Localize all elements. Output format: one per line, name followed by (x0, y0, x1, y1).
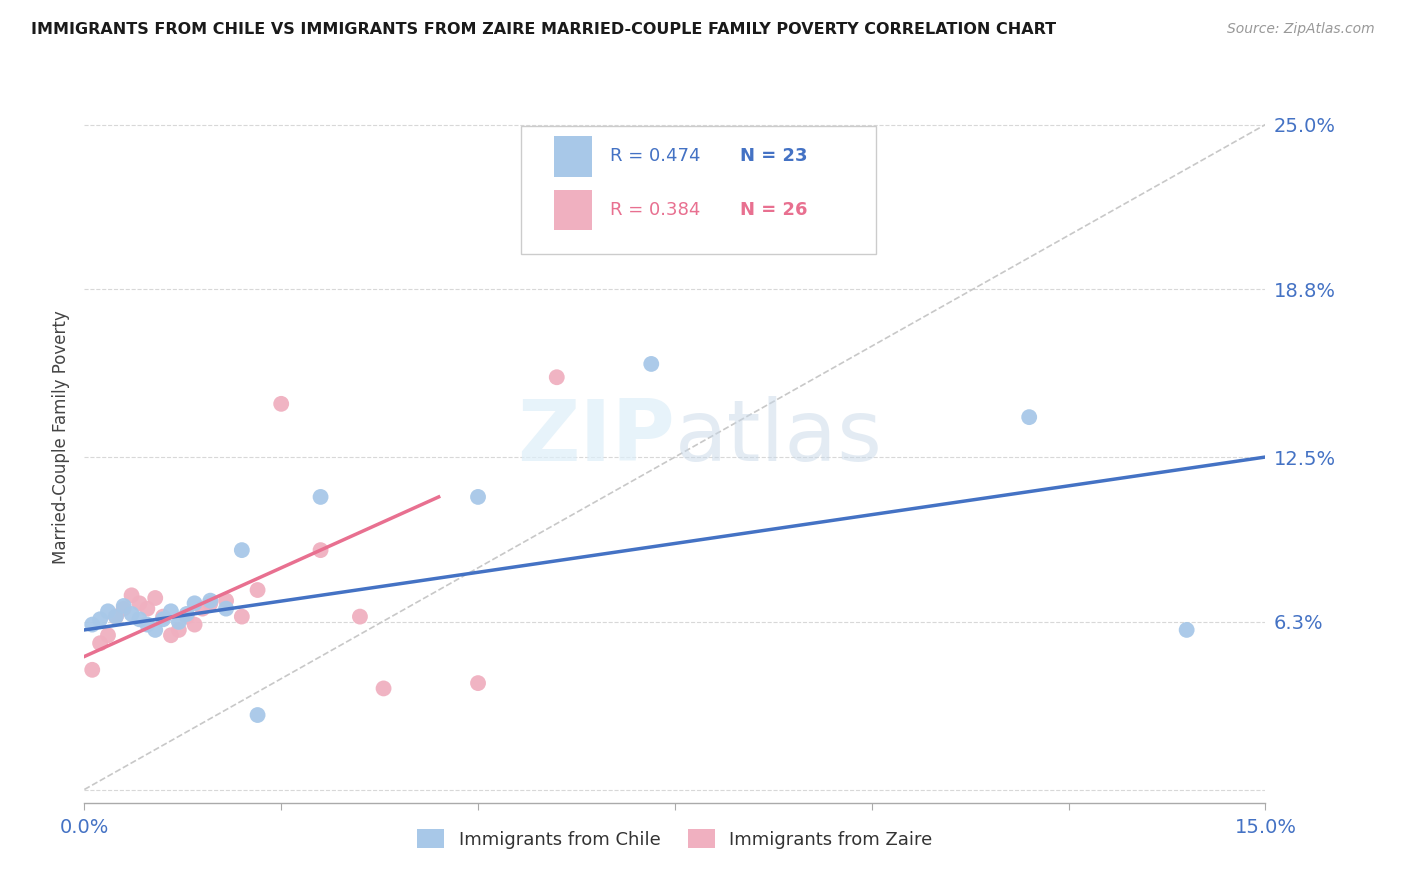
Text: IMMIGRANTS FROM CHILE VS IMMIGRANTS FROM ZAIRE MARRIED-COUPLE FAMILY POVERTY COR: IMMIGRANTS FROM CHILE VS IMMIGRANTS FROM… (31, 22, 1056, 37)
Point (167, 615, 190, 629)
Text: Source: ZipAtlas.com: Source: ZipAtlas.com (1227, 22, 1375, 37)
Point (309, 490, 332, 504)
Point (112, 599, 135, 613)
Point (191, 601, 214, 615)
Text: R = 0.384: R = 0.384 (610, 201, 700, 219)
Point (215, 593, 238, 607)
Point (160, 628, 183, 642)
Point (176, 609, 198, 624)
Point (128, 612, 150, 626)
Point (1018, 410, 1040, 425)
FancyBboxPatch shape (522, 126, 876, 254)
Point (231, 543, 253, 558)
Point (104, 609, 127, 624)
Point (167, 623, 190, 637)
Point (121, 588, 143, 602)
FancyBboxPatch shape (554, 190, 592, 230)
Point (152, 612, 174, 626)
Point (121, 607, 143, 621)
Point (97, 604, 120, 618)
Point (183, 596, 205, 610)
Point (89, 636, 111, 650)
Text: ZIP: ZIP (517, 395, 675, 479)
Point (89, 612, 111, 626)
Point (270, 397, 292, 411)
Point (200, 596, 222, 610)
Point (143, 623, 166, 637)
Point (467, 490, 489, 504)
Point (128, 596, 150, 610)
Point (782, 197, 804, 211)
Point (215, 601, 238, 615)
Point (546, 370, 568, 384)
Point (143, 591, 166, 605)
Point (309, 543, 332, 558)
Point (640, 357, 662, 371)
Point (152, 609, 174, 624)
Point (97, 628, 120, 642)
Point (1175, 623, 1198, 637)
Legend: Immigrants from Chile, Immigrants from Zaire: Immigrants from Chile, Immigrants from Z… (411, 822, 939, 856)
Point (246, 582, 269, 597)
Point (373, 681, 395, 696)
Point (82, 617, 104, 632)
Point (160, 604, 183, 618)
Text: R = 0.474: R = 0.474 (610, 147, 700, 166)
Point (136, 601, 159, 615)
Text: N = 26: N = 26 (740, 201, 807, 219)
Point (104, 609, 127, 624)
Point (231, 609, 253, 624)
Point (183, 617, 205, 632)
Point (467, 676, 489, 690)
Y-axis label: Married-Couple Family Poverty: Married-Couple Family Poverty (52, 310, 70, 564)
FancyBboxPatch shape (554, 136, 592, 177)
Text: N = 23: N = 23 (740, 147, 807, 166)
Point (112, 601, 135, 615)
Point (246, 708, 269, 723)
Point (82, 663, 104, 677)
Text: atlas: atlas (675, 395, 883, 479)
Point (349, 609, 371, 624)
Point (200, 593, 222, 607)
Point (136, 617, 159, 632)
Point (176, 607, 198, 621)
